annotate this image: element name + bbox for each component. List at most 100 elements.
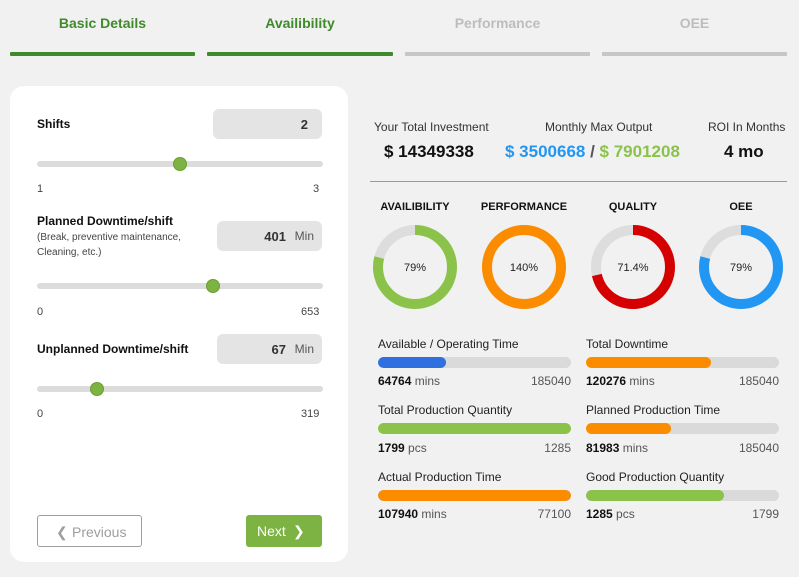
slider-track bbox=[37, 386, 323, 392]
previous-button-label: Previous bbox=[72, 524, 127, 540]
tab-label: OEE bbox=[679, 15, 710, 31]
planned-downtime-unit: Min bbox=[294, 229, 314, 243]
monthly-output-label: Monthly Max Output bbox=[545, 120, 653, 134]
slider-thumb[interactable] bbox=[173, 157, 187, 171]
metric-value-unit: mins bbox=[414, 374, 441, 388]
planned-downtime-value: 401 bbox=[264, 229, 286, 244]
gauge-value: 140% bbox=[510, 262, 538, 274]
metric-bar bbox=[586, 357, 779, 368]
planned-downtime-label: Planned Downtime/shift bbox=[37, 214, 174, 228]
roi-label: ROI In Months bbox=[708, 120, 786, 134]
planned-downtime-slider[interactable] bbox=[37, 279, 323, 293]
gauge-title-performance: PERFORMANCE bbox=[480, 201, 568, 213]
metric-bar-fill bbox=[586, 423, 672, 434]
chevron-left-icon: ❮ bbox=[56, 524, 68, 540]
metric-bar-fill bbox=[378, 490, 571, 501]
oee-gauge: 79% bbox=[699, 225, 783, 309]
metric-max: 1285 bbox=[544, 441, 571, 455]
monthly-output-value: $ 3500668 / $ 7901208 bbox=[505, 142, 680, 162]
metric-title: Available / Operating Time bbox=[378, 337, 519, 351]
metric-bar-fill bbox=[378, 357, 446, 368]
gauge-value: 79% bbox=[730, 262, 752, 274]
unplanned-max-label: 319 bbox=[301, 408, 320, 420]
gauge-arc bbox=[591, 225, 675, 309]
metric-bar-fill bbox=[378, 423, 571, 434]
shifts-max-label: 3 bbox=[313, 183, 320, 195]
next-button-label: Next bbox=[257, 523, 286, 539]
monthly-output-low: $ 3500668 bbox=[505, 142, 586, 161]
metric-bar bbox=[586, 423, 779, 434]
metric-value-number: 81983 bbox=[586, 441, 620, 455]
metric-title: Planned Production Time bbox=[586, 403, 721, 417]
gauge-title-availibility: AVAILIBILITY bbox=[380, 201, 450, 213]
planned-max-label: 653 bbox=[301, 306, 320, 318]
planned-downtime-input[interactable]: 401 Min bbox=[217, 221, 322, 251]
unplanned-downtime-value: 67 bbox=[271, 342, 286, 357]
metric-value-number: 120276 bbox=[586, 374, 627, 388]
shifts-value: 2 bbox=[300, 117, 308, 132]
metric-title: Actual Production Time bbox=[378, 470, 502, 484]
roi-value: 4 mo bbox=[724, 142, 764, 161]
chevron-right-icon: ❯ bbox=[293, 523, 305, 539]
previous-button[interactable]: ❮ Previous bbox=[37, 515, 142, 547]
planned-downtime-hint-2: Cleaning, etc.) bbox=[37, 247, 102, 258]
metric-value-number: 1799 bbox=[378, 441, 405, 455]
slider-track bbox=[37, 283, 323, 289]
metric-value: 81983 mins bbox=[586, 441, 648, 455]
unplanned-downtime-label: Unplanned Downtime/shift bbox=[37, 342, 189, 356]
metric-value-number: 1285 bbox=[586, 507, 613, 521]
slider-thumb[interactable] bbox=[90, 382, 105, 396]
tab-label: Basic Details bbox=[58, 15, 147, 31]
metric-value: 1799 pcs bbox=[378, 441, 427, 455]
metric-title: Total Downtime bbox=[586, 337, 669, 351]
availibility-gauge: 79% bbox=[373, 225, 457, 309]
unplanned-downtime-slider[interactable] bbox=[37, 382, 323, 396]
gauge-value: 79% bbox=[404, 262, 426, 274]
metric-max: 1799 bbox=[752, 507, 779, 521]
gauge-arc bbox=[482, 225, 566, 309]
metric-bar bbox=[378, 357, 571, 368]
tab-oee[interactable]: OEE bbox=[602, 0, 787, 56]
unplanned-downtime-input[interactable]: 67 Min bbox=[217, 334, 322, 364]
monthly-output-separator: / bbox=[585, 142, 600, 161]
metric-value-unit: mins bbox=[421, 507, 447, 521]
shifts-label: Shifts bbox=[37, 117, 71, 131]
monthly-output-high: $ 7901208 bbox=[599, 142, 680, 161]
tab-availibility[interactable]: Availibility bbox=[207, 0, 393, 56]
tab-performance[interactable]: Performance bbox=[405, 0, 590, 56]
input-card: Shifts 2 1 3 Planned Downtime/shift (Bre… bbox=[10, 86, 348, 562]
metric-bar bbox=[586, 490, 779, 501]
tab-underline bbox=[207, 52, 393, 56]
tab-bar: Basic Details Availibility Performance O… bbox=[0, 0, 799, 60]
metric-bar bbox=[378, 423, 571, 434]
slider-thumb[interactable] bbox=[205, 279, 220, 293]
metric-value-unit: pcs bbox=[408, 441, 427, 455]
metric-value-number: 107940 bbox=[378, 507, 419, 521]
metric-bar-fill bbox=[586, 357, 712, 368]
metric-max: 185040 bbox=[738, 441, 779, 455]
metric-bar-fill bbox=[586, 490, 724, 501]
shifts-input[interactable]: 2 bbox=[213, 109, 322, 139]
metric-title: Good Production Quantity bbox=[586, 470, 725, 484]
tab-underline bbox=[10, 52, 195, 56]
tab-label: Availibility bbox=[265, 15, 335, 31]
metric-value-number: 64764 bbox=[378, 374, 412, 388]
tab-basic-details[interactable]: Basic Details bbox=[10, 0, 195, 56]
gauge-value: 71.4% bbox=[617, 262, 648, 274]
tab-underline bbox=[602, 52, 787, 56]
metric-max: 77100 bbox=[537, 507, 571, 521]
metric-value-unit: pcs bbox=[616, 507, 635, 521]
shifts-slider[interactable] bbox=[37, 157, 323, 171]
gauge-title-quality: QUALITY bbox=[608, 201, 658, 213]
metric-value: 120276 mins bbox=[586, 374, 655, 388]
metric-max: 185040 bbox=[738, 374, 779, 388]
unplanned-downtime-unit: Min bbox=[294, 342, 314, 356]
planned-downtime-hint-1: (Break, preventive maintenance, bbox=[37, 232, 181, 243]
unplanned-min-label: 0 bbox=[37, 408, 44, 420]
metric-max: 185040 bbox=[530, 374, 571, 388]
investment-label: Your Total Investment bbox=[374, 120, 489, 134]
summary-divider bbox=[370, 181, 787, 182]
shifts-min-label: 1 bbox=[37, 183, 44, 195]
planned-min-label: 0 bbox=[37, 306, 44, 318]
next-button[interactable]: Next ❯ bbox=[246, 515, 322, 547]
